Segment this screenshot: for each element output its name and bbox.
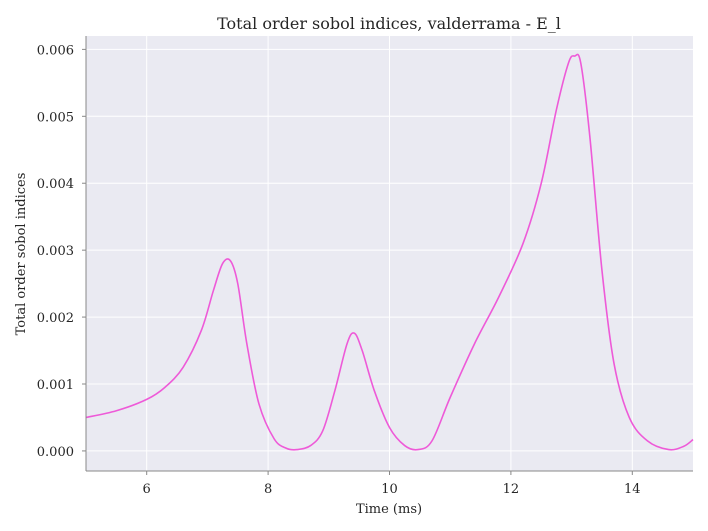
chart-title: Total order sobol indices, valderrama - … — [217, 14, 561, 33]
y-tick-label: 0.003 — [37, 244, 74, 259]
y-tick-label: 0.005 — [37, 110, 74, 125]
y-tick-label: 0.006 — [37, 43, 74, 58]
y-axis-title: Total order sobol indices — [14, 173, 29, 336]
series-line — [85, 53, 694, 451]
grid-lines — [86, 36, 693, 471]
x-tick-label: 6 — [143, 482, 151, 497]
series-layer — [85, 53, 694, 451]
x-tick-label: 10 — [381, 482, 398, 497]
y-tick-label: 0.002 — [37, 311, 74, 326]
y-tick-label: 0.004 — [37, 177, 74, 192]
x-tick-label: 12 — [503, 482, 520, 497]
x-axis-title: Time (ms) — [356, 502, 422, 517]
x-tick-label: 8 — [264, 482, 272, 497]
x-tick-label: 14 — [624, 482, 641, 497]
y-tick-label: 0.000 — [37, 445, 74, 460]
y-tick-label: 0.001 — [37, 378, 74, 393]
tick-labels: 6 8 10 12 14 0.000 0.001 0.002 0.003 0.004 0.005 0.… — [37, 43, 641, 497]
